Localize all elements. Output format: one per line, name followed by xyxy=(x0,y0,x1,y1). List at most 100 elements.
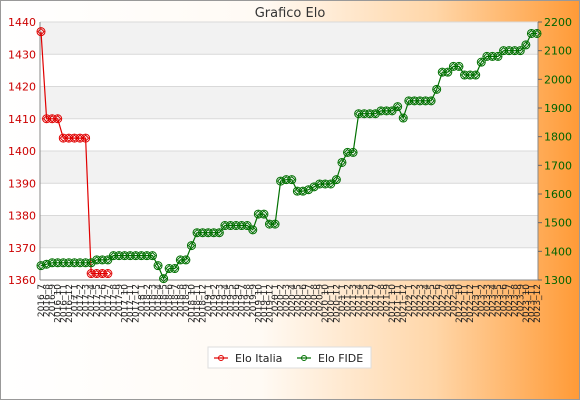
x-axis-tick-label: 2016_8 xyxy=(43,284,53,317)
x-axis-tick-label: 2022_10 xyxy=(455,284,465,323)
x-axis-tick-label: 2020_4 xyxy=(288,284,298,317)
data-point xyxy=(114,251,124,261)
data-point xyxy=(404,96,414,106)
data-point xyxy=(42,114,52,124)
data-point xyxy=(81,133,91,143)
x-axis-tick-label: 2017_7 xyxy=(104,284,114,317)
data-point xyxy=(515,46,525,56)
data-point xyxy=(69,133,79,143)
data-point xyxy=(153,261,163,271)
x-axis-tick-label: 2017_5 xyxy=(93,284,103,317)
data-point xyxy=(337,157,347,167)
data-point-marker xyxy=(338,158,346,167)
left-axis-tick-label: 1440 xyxy=(8,16,36,29)
x-axis-tick-label: 2022_1 xyxy=(405,284,415,317)
left-axis-tick-label: 1380 xyxy=(8,210,36,223)
data-point xyxy=(499,46,509,56)
x-axis-tick-label: 2021_9 xyxy=(383,284,393,317)
data-point xyxy=(421,96,431,106)
data-point xyxy=(504,46,514,56)
x-axis-tick-label: 2020_6 xyxy=(299,284,309,317)
data-point xyxy=(409,96,419,106)
data-point xyxy=(292,186,302,196)
x-axis-tick-label: 2021_1 xyxy=(338,284,348,317)
data-point xyxy=(493,51,503,61)
x-axis-tick-label: 2017_2 xyxy=(76,284,86,317)
data-point-marker xyxy=(288,175,296,184)
legend-label: Elo Italia xyxy=(235,352,282,365)
right-axis-tick-label: 2100 xyxy=(544,45,572,58)
data-point xyxy=(281,175,291,185)
x-axis-tick-label: 2019_11 xyxy=(260,284,270,323)
x-axis-tick-label: 2017_8 xyxy=(109,284,119,317)
data-point xyxy=(97,269,107,279)
data-point xyxy=(86,258,96,268)
data-point xyxy=(532,28,542,38)
legend-marker xyxy=(218,355,224,361)
x-axis-tick-label: 2019_2 xyxy=(210,284,220,317)
right-axis-tick-label: 1400 xyxy=(544,245,572,258)
data-point xyxy=(103,269,113,279)
data-point xyxy=(448,61,458,71)
data-point xyxy=(454,61,464,71)
data-point xyxy=(521,40,531,50)
x-axis-tick-label: 2023_8 xyxy=(511,284,521,317)
x-axis-tick-label: 2020_12 xyxy=(332,284,342,323)
data-point xyxy=(186,241,196,251)
data-point-marker xyxy=(349,148,357,157)
right-axis-tick-label: 1800 xyxy=(544,131,572,144)
data-point xyxy=(309,182,319,192)
plot-band xyxy=(40,22,538,55)
data-point xyxy=(376,106,386,116)
x-axis-tick-label: 2018_6 xyxy=(165,284,175,317)
x-axis-tick-label: 2017_6 xyxy=(98,284,108,317)
x-axis-tick-label: 2022_11 xyxy=(461,284,471,323)
data-point xyxy=(53,258,63,268)
x-axis-tick-label: 2016_11 xyxy=(59,284,69,323)
chart-title: Grafico Elo xyxy=(255,6,326,21)
x-axis-tick-label: 2016_7 xyxy=(37,284,47,317)
data-point-marker xyxy=(388,107,396,115)
x-axis-tick-label: 2020_5 xyxy=(293,284,303,317)
data-point xyxy=(225,221,235,231)
data-point-marker xyxy=(533,29,541,38)
x-axis-tick-label: 2018_10 xyxy=(187,284,197,323)
data-point xyxy=(242,221,252,231)
data-point xyxy=(437,67,447,77)
x-axis-tick-label: 2020_11 xyxy=(327,284,337,323)
data-point xyxy=(471,70,481,80)
x-axis-tick-label: 2019_4 xyxy=(221,284,231,317)
data-point xyxy=(443,67,453,77)
data-point-marker xyxy=(37,27,45,36)
data-point-marker xyxy=(516,46,524,55)
data-point xyxy=(47,114,57,124)
data-point xyxy=(248,225,258,235)
data-point-marker xyxy=(522,41,530,49)
left-axis-tick-label: 1400 xyxy=(8,145,36,158)
data-point-marker xyxy=(444,68,452,76)
data-point xyxy=(131,251,141,261)
x-axis-tick-label: 2023_11 xyxy=(527,284,537,323)
x-axis-tick-label: 2020_8 xyxy=(310,284,320,317)
data-point xyxy=(253,209,263,219)
x-axis-tick-label: 2017_4 xyxy=(87,284,97,317)
data-point xyxy=(326,179,336,189)
x-axis-tick-label: 2023_9 xyxy=(516,284,526,317)
x-axis-tick-label: 2021_10 xyxy=(388,284,398,323)
data-point-marker xyxy=(81,134,90,142)
data-point-marker xyxy=(148,251,157,260)
data-point-marker xyxy=(271,220,279,228)
data-point xyxy=(64,258,74,268)
x-axis-tick-label: 2018_8 xyxy=(176,284,186,317)
x-axis-tick-label: 2023_12 xyxy=(533,284,543,323)
x-axis-tick-label: 2021_7 xyxy=(371,284,381,317)
x-axis-tick-label: 2018_5 xyxy=(160,284,170,317)
x-axis-tick-label: 2023_3 xyxy=(483,284,493,317)
x-axis-tick-label: 2017_10 xyxy=(121,284,131,323)
x-axis-tick-label: 2017_1 xyxy=(70,284,80,317)
right-axis-tick-label: 1700 xyxy=(544,159,572,172)
left-axis-tick-label: 1360 xyxy=(8,274,36,287)
x-axis-tick-label: 2020_2 xyxy=(277,284,287,317)
left-axis-tick-label: 1390 xyxy=(8,177,36,190)
